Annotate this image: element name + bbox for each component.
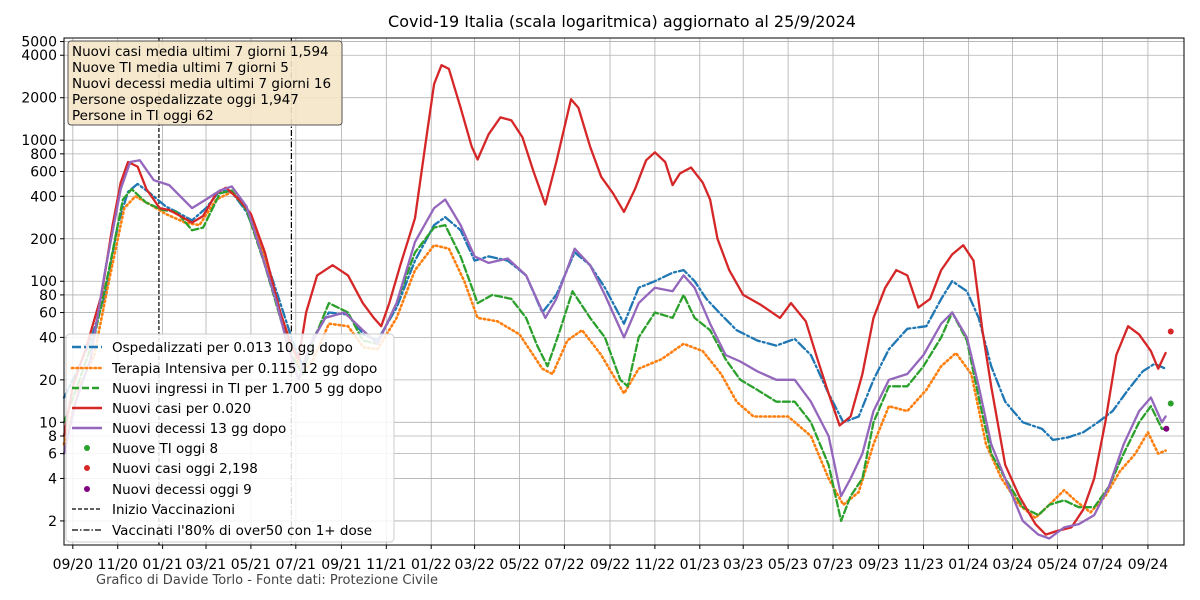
x-tick-label: 05/22: [499, 557, 539, 573]
y-tick-label: 8: [48, 429, 57, 445]
x-tick-label: 01/23: [680, 557, 720, 573]
legend-background: [65, 333, 395, 543]
x-tick-label: 11/20: [98, 557, 138, 573]
x-tick-label: 09/24: [1128, 557, 1168, 573]
y-tick-label: 2: [48, 514, 57, 530]
y-tick-label: 40: [39, 330, 57, 346]
y-tick-label: 80: [39, 288, 57, 304]
y-tick-label: 6: [48, 447, 57, 463]
y-tick-label: 5000: [21, 35, 57, 51]
legend-label-icu-today: Nuove TI oggi 8: [112, 441, 218, 457]
chart-credit: Grafico di Davide Torlo - Fonte dati: Pr…: [96, 573, 438, 588]
x-tick-label: 09/23: [858, 557, 898, 573]
point-cases-today: [1167, 328, 1174, 335]
x-tick-label: 11/23: [903, 557, 943, 573]
x-tick-label: 07/22: [544, 557, 584, 573]
x-tick-label: 01/21: [142, 557, 182, 573]
x-tick-label: 05/21: [231, 557, 271, 573]
x-tick-label: 09/20: [53, 557, 93, 573]
legend-label-hospitalized: Ospedalizzati per 0.013 10 gg dopo: [112, 340, 353, 356]
x-tick-label: 07/23: [813, 557, 853, 573]
y-tick-label: 10: [39, 415, 57, 431]
y-tick-label: 400: [30, 189, 57, 205]
series-hospitalized: [62, 182, 1167, 442]
y-tick-label: 4000: [21, 48, 57, 64]
y-tick-label: 600: [30, 164, 57, 180]
legend-label-cases: Nuovi casi per 0.020: [112, 401, 251, 417]
info-line-cases: Nuovi casi media ultimi 7 giorni 1,594: [72, 44, 329, 60]
x-tick-label: 11/21: [366, 557, 406, 573]
y-tick-label: 100: [30, 274, 57, 290]
x-tick-label: 03/23: [723, 557, 763, 573]
x-tick-label: 03/22: [454, 557, 494, 573]
legend-marker-cases-today: [84, 465, 90, 471]
info-line-icu: Nuove TI media ultimi 7 giorni 5: [72, 60, 289, 76]
x-tick-label: 01/22: [411, 557, 451, 573]
x-tick-label: 07/21: [276, 557, 316, 573]
x-tick-label: 11/22: [635, 557, 675, 573]
legend-label-deaths-today: Nuovi decessi oggi 9: [112, 482, 252, 498]
chart-title: Covid-19 Italia (scala logaritmica) aggi…: [388, 12, 856, 31]
legend-label-vaccination-start: Inizio Vaccinazioni: [112, 502, 235, 518]
y-tick-label: 20: [39, 373, 57, 389]
y-tick-label: 200: [30, 232, 57, 248]
plot-frame: [63, 37, 1185, 546]
legend-label-icu: Terapia Intensiva per 0.115 12 gg dopo: [111, 361, 377, 377]
info-box-background: [67, 40, 343, 126]
today-points: [1163, 328, 1174, 432]
legend-marker-deaths-today: [84, 486, 90, 492]
x-tick-label: 07/24: [1082, 557, 1122, 573]
info-line-hospitalized: Persone ospedalizzate oggi 1,947: [72, 92, 299, 108]
y-tick-label: 60: [39, 306, 57, 322]
info-box: Nuovi casi media ultimi 7 giorni 1,594 N…: [67, 40, 343, 126]
x-tick-label: 05/23: [768, 557, 808, 573]
legend-marker-icu-today: [84, 445, 90, 451]
x-tick-label: 03/24: [992, 557, 1032, 573]
y-tick-label: 4: [48, 471, 57, 487]
x-tick-label: 03/21: [186, 557, 226, 573]
x-tick-label: 09/22: [590, 557, 630, 573]
x-tick-label: 09/21: [321, 557, 361, 573]
legend: Ospedalizzati per 0.013 10 gg dopo Terap…: [65, 333, 395, 543]
point-icu-today: [1167, 400, 1174, 407]
x-tick-label: 05/24: [1037, 557, 1077, 573]
y-tick-label: 800: [30, 147, 57, 163]
x-axis-ticks: 09/20 11/20 01/21 03/21 05/21 07/21 09/21 11/21…: [53, 545, 1168, 573]
x-tick-label: 01/24: [948, 557, 988, 573]
y-tick-label: 2000: [21, 91, 57, 107]
point-deaths-today: [1163, 425, 1170, 432]
series-cases: [62, 64, 1167, 536]
series-lines: [62, 64, 1167, 540]
legend-label-cases-today: Nuovi casi oggi 2,198: [112, 461, 258, 477]
info-line-icu-today: Persone in TI oggi 62: [72, 108, 214, 124]
y-tick-label: 1000: [21, 133, 57, 149]
info-line-deaths: Nuovi decessi media ultimi 7 giorni 16: [72, 76, 331, 92]
series-deaths: [62, 159, 1167, 540]
legend-label-vaccination-80: Vaccinati l'80% di over50 con 1+ dose: [112, 523, 372, 539]
legend-label-deaths: Nuovi decessi 13 gg dopo: [112, 421, 286, 437]
legend-label-icu-admissions: Nuovi ingressi in TI per 1.700 5 gg dopo: [112, 381, 382, 397]
